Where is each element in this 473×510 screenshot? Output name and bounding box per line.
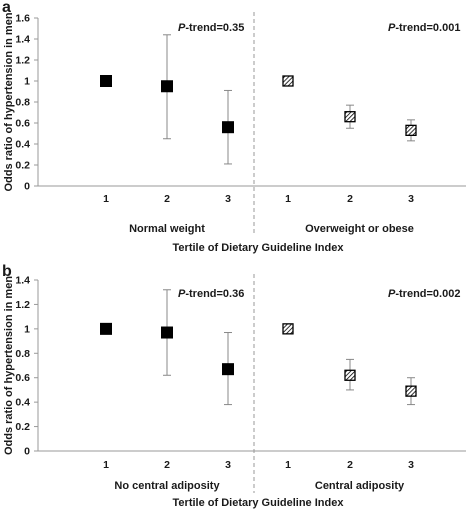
x-axis-label: Tertile of Dietary Guideline Index: [173, 497, 345, 509]
y-tick-label: 0.8: [15, 97, 30, 109]
y-tick-label: 1.2: [15, 55, 30, 67]
y-tick-label: 0.2: [15, 421, 30, 433]
y-tick-label: 1: [24, 323, 30, 335]
data-point: [161, 326, 173, 339]
x-tick-label: 2: [164, 193, 170, 205]
x-tick-label: 1: [103, 459, 109, 471]
panel-letter: a: [2, 0, 11, 16]
y-tick-label: 0.6: [15, 372, 30, 384]
p-trend-label: P-trend=0.001: [388, 22, 460, 34]
data-point: [161, 80, 173, 93]
y-tick-label: 1.6: [15, 13, 30, 25]
x-tick-label: 3: [408, 459, 414, 471]
group-label: Central adiposity: [315, 480, 405, 492]
group-label: No central adiposity: [114, 480, 220, 492]
x-tick-label: 1: [103, 193, 109, 205]
y-axis-label: Odds ratio of hypertension in men: [3, 12, 15, 191]
data-point: [405, 385, 417, 397]
x-tick-label: 1: [285, 193, 291, 205]
y-tick-label: 1.2: [15, 299, 30, 311]
data-point: [405, 124, 417, 136]
data-point: [100, 322, 112, 335]
data-point: [282, 323, 294, 335]
y-tick-label: 0: [24, 446, 30, 458]
y-tick-label: 1.4: [15, 34, 30, 46]
group-label: Normal weight: [129, 223, 205, 235]
data-point: [344, 111, 356, 123]
y-tick-label: 0.4: [15, 397, 30, 409]
y-tick-label: 1: [24, 76, 30, 88]
x-tick-label: 1: [285, 459, 291, 471]
y-axis-label: Odds ratio of hypertension in men: [3, 276, 15, 455]
p-trend-label: P-trend=0.36: [178, 288, 244, 300]
x-axis-label: Tertile of Dietary Guideline Index: [173, 242, 345, 254]
group-label: Overweight or obese: [305, 223, 414, 235]
data-point: [282, 75, 294, 87]
data-point: [100, 75, 112, 87]
x-tick-label: 3: [225, 193, 231, 205]
x-tick-label: 2: [347, 459, 353, 471]
y-tick-label: 0.8: [15, 348, 30, 360]
panel-letter: b: [2, 263, 12, 280]
data-point: [344, 369, 356, 381]
p-trend-label: P-trend=0.35: [178, 22, 244, 34]
y-tick-label: 0.4: [15, 139, 30, 151]
y-tick-label: 0.6: [15, 118, 30, 130]
data-point: [222, 363, 234, 376]
y-tick-label: 1.4: [15, 275, 30, 287]
x-tick-label: 2: [347, 193, 353, 205]
data-point: [222, 121, 234, 134]
x-tick-label: 3: [408, 193, 414, 205]
x-tick-label: 2: [164, 459, 170, 471]
p-trend-label: P-trend=0.002: [388, 288, 460, 300]
x-tick-label: 3: [225, 459, 231, 471]
y-tick-label: 0.2: [15, 160, 30, 172]
y-tick-label: 0: [24, 181, 30, 193]
